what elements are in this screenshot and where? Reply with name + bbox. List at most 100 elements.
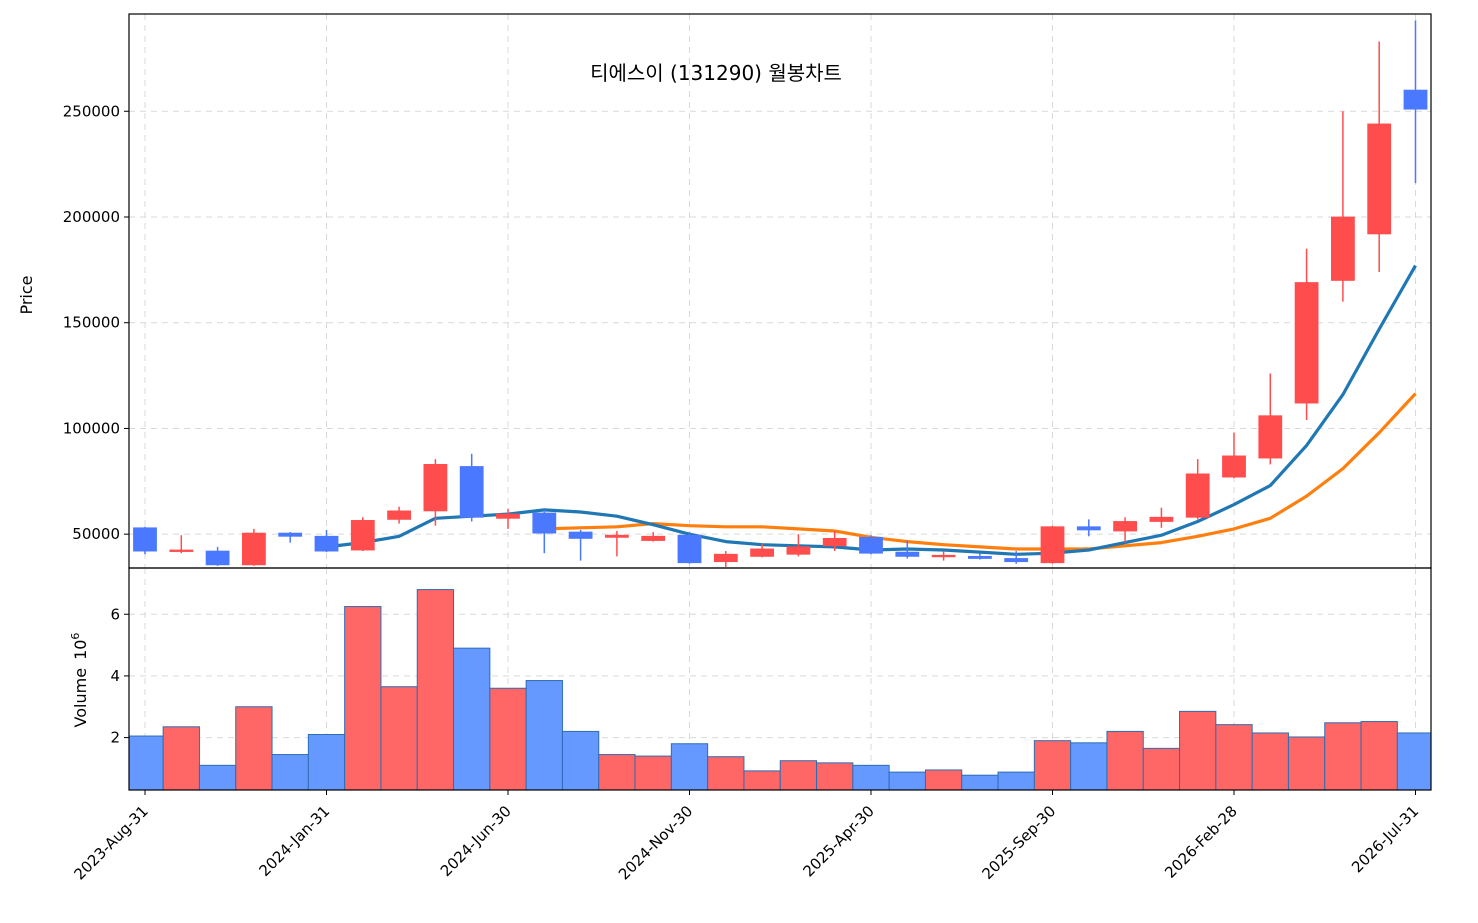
- volume-bar: [198, 764, 237, 791]
- candle: [133, 526, 157, 555]
- price-axis-label: Price: [17, 275, 36, 314]
- volume-bar: [561, 730, 600, 791]
- volume-grid: [129, 568, 1431, 790]
- candle-body: [605, 534, 629, 538]
- candle: [786, 534, 811, 557]
- volume-bar: [1106, 730, 1144, 791]
- candle: [1258, 373, 1283, 465]
- candle: [1113, 517, 1137, 543]
- price-tick-label: 150000: [63, 314, 120, 332]
- candle: [931, 551, 956, 561]
- candle: [459, 453, 484, 522]
- volume-bar: [162, 726, 200, 791]
- volume-axis-label: Volume 106: [69, 633, 90, 728]
- candle-body: [1076, 526, 1101, 531]
- volume-bar: [598, 754, 636, 791]
- volume-bar: [961, 774, 999, 791]
- candle-body: [387, 510, 412, 520]
- candle: [387, 506, 412, 524]
- candle-body: [1403, 89, 1428, 110]
- candle-body: [532, 512, 557, 534]
- candle-body: [423, 463, 448, 512]
- volume-bar: [1215, 724, 1253, 791]
- price-ticks: 50000 100000 150000 200000 250000: [63, 102, 129, 543]
- candle-body: [350, 520, 375, 551]
- price-grid: [129, 14, 1431, 568]
- candle-body: [496, 513, 520, 519]
- volume-axis-label-text: Volume: [71, 668, 90, 728]
- candle-body: [750, 548, 774, 557]
- candle: [677, 532, 702, 564]
- volume-bar: [416, 589, 455, 791]
- chart-title: 티에스이 (131290) 월봉차트: [590, 61, 842, 85]
- price-tick-label: 250000: [63, 102, 120, 120]
- candle: [822, 530, 847, 552]
- volume-bar: [852, 764, 890, 791]
- price-tick-label: 50000: [72, 525, 120, 543]
- candle-body: [314, 535, 339, 552]
- volume-bar: [128, 735, 164, 791]
- candle: [1185, 459, 1210, 520]
- ma-long-line: [544, 392, 1417, 551]
- volume-bar: [634, 755, 672, 791]
- volume-bar: [489, 687, 527, 791]
- candle: [1149, 507, 1174, 528]
- volume-bar: [453, 647, 491, 791]
- volume-bar: [380, 686, 418, 791]
- volume-bar: [307, 734, 346, 791]
- volume-bar: [816, 762, 854, 791]
- candle: [1004, 551, 1029, 564]
- candle-body: [1149, 516, 1174, 522]
- volume-axis-multiplier-exp: 6: [69, 633, 82, 640]
- volume-bar: [924, 769, 963, 791]
- candle: [169, 535, 194, 554]
- volume-bar: [888, 771, 926, 791]
- candle: [278, 532, 303, 543]
- candle: [532, 509, 557, 554]
- volume-bar: [1287, 736, 1326, 791]
- volume-tick-label: 4: [110, 667, 120, 685]
- candle: [350, 517, 375, 552]
- price-tick-label: 200000: [63, 208, 120, 226]
- candle: [241, 528, 266, 566]
- candle-body: [133, 527, 157, 552]
- volume-tick-label: 2: [110, 729, 120, 747]
- volume-bar: [271, 754, 309, 791]
- volume-axis-multiplier: 10: [71, 640, 90, 660]
- price-tick-label: 100000: [63, 419, 120, 437]
- candle: [423, 459, 448, 526]
- volume-panel-frame: [128, 567, 1432, 791]
- volume-panel: 246 Volume106: [69, 567, 1432, 791]
- candle-body: [1331, 216, 1355, 281]
- volume-bar: [1251, 732, 1289, 791]
- candle-body: [931, 554, 956, 558]
- candle: [1403, 20, 1428, 184]
- candle-body: [968, 555, 992, 559]
- candle: [895, 540, 920, 559]
- candle-body: [205, 550, 230, 566]
- candle: [713, 551, 738, 567]
- candle: [859, 535, 883, 555]
- candle-body: [169, 549, 194, 552]
- candle: [750, 543, 774, 558]
- candle: [496, 508, 520, 529]
- candle-body: [459, 466, 484, 518]
- volume-bar: [1142, 747, 1181, 791]
- candle-body: [1222, 455, 1246, 478]
- volume-bar: [1360, 721, 1398, 791]
- price-panel: 50000 100000 150000 200000 250000 티에스이 (1312…: [17, 13, 1432, 569]
- candle-body: [859, 536, 883, 554]
- volume-ticks: 2 4 6: [110, 605, 129, 747]
- volume-tick-label: 6: [110, 605, 120, 623]
- candle-body: [822, 537, 847, 547]
- candle-body: [786, 546, 811, 555]
- candle: [1076, 519, 1101, 537]
- candle: [1331, 111, 1355, 302]
- candle-body: [895, 551, 920, 557]
- volume-bar: [344, 606, 382, 791]
- volume-bar: [1179, 710, 1217, 791]
- volume-bar: [997, 771, 1035, 791]
- candle-body: [1040, 526, 1065, 564]
- candle-body: [641, 535, 666, 541]
